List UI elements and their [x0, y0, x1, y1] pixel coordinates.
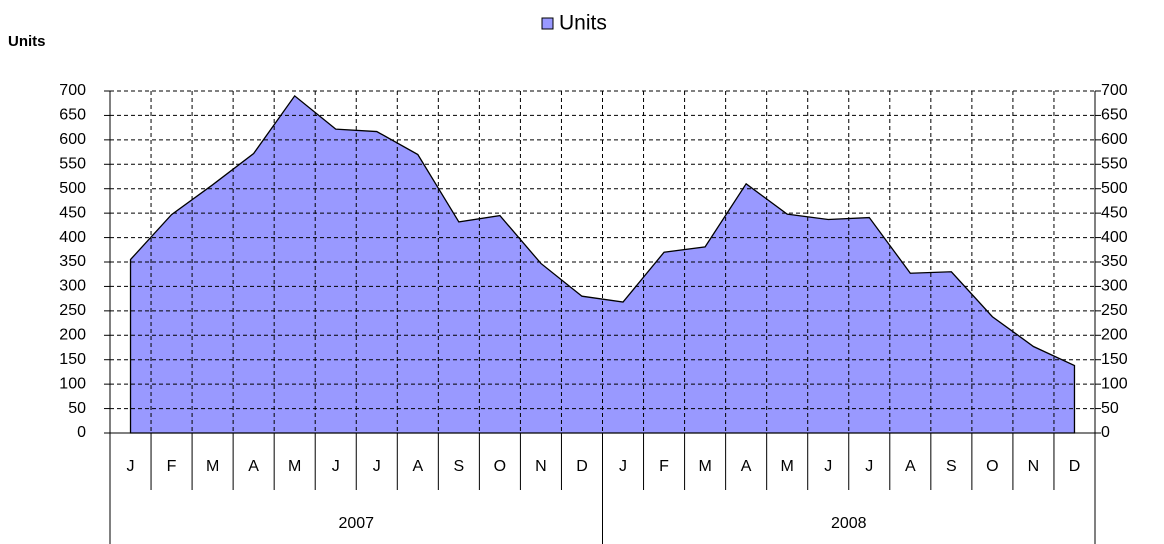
x-tick-label: D: [1069, 458, 1081, 475]
y2-tick-label: 400: [1101, 229, 1128, 246]
y-tick-label: 650: [59, 107, 86, 124]
y-tick-label: 450: [59, 204, 86, 221]
area: [129, 94, 1076, 434]
x-tick-label: F: [167, 458, 177, 475]
x-tick-label: N: [1028, 458, 1040, 475]
legend-label: Units: [559, 12, 607, 35]
group-label: 2007: [338, 515, 374, 532]
legend-swatch: [541, 17, 554, 30]
y2-tick-label: 250: [1101, 302, 1128, 319]
y2-tick-label: 200: [1101, 327, 1128, 344]
x-tick-label: M: [288, 458, 301, 475]
y-tick-label: 550: [59, 156, 86, 173]
y-tick-label: 300: [59, 278, 86, 295]
group-label: 2008: [831, 515, 867, 532]
x-tick-label: M: [781, 458, 794, 475]
y2-tick-label: 500: [1101, 180, 1128, 197]
x-tick-label: J: [332, 458, 340, 475]
y2-tick-label: 100: [1101, 375, 1128, 392]
x-tick-label: D: [576, 458, 588, 475]
x-tick-label: A: [905, 458, 916, 475]
x-tick-label: F: [659, 458, 669, 475]
y-tick-label: 100: [59, 375, 86, 392]
x-tick-label: J: [127, 458, 135, 475]
y2-tick-label: 700: [1101, 82, 1128, 99]
x-tick-label: A: [248, 458, 259, 475]
x-tick-label: A: [741, 458, 752, 475]
y2-tick-label: 650: [1101, 107, 1128, 124]
x-tick-label: O: [494, 458, 506, 475]
y-tick-label: 500: [59, 180, 86, 197]
x-tick-label: S: [454, 458, 465, 475]
y-tick-label: 0: [77, 424, 86, 441]
x-tick-label: O: [986, 458, 998, 475]
x-tick-label: N: [535, 458, 547, 475]
y2-tick-label: 150: [1101, 351, 1128, 368]
y2-tick-label: 300: [1101, 278, 1128, 295]
x-tick-label: S: [946, 458, 957, 475]
y-tick-label: 350: [59, 253, 86, 270]
y2-tick-label: 350: [1101, 253, 1128, 270]
y2-tick-label: 50: [1101, 400, 1119, 417]
y-tick-label: 400: [59, 229, 86, 246]
y-tick-label: 700: [59, 82, 86, 99]
x-tick-label: J: [865, 458, 873, 475]
y2-tick-label: 600: [1101, 131, 1128, 148]
y-tick-label: 150: [59, 351, 86, 368]
x-tick-label: M: [698, 458, 711, 475]
y-tick-label: 50: [68, 400, 86, 417]
x-tick-label: J: [373, 458, 381, 475]
x-tick-label: A: [412, 458, 423, 475]
y2-tick-label: 0: [1101, 424, 1110, 441]
x-tick-label: J: [619, 458, 627, 475]
y-tick-label: 200: [59, 327, 86, 344]
y-tick-label: 600: [59, 131, 86, 148]
y2-tick-label: 450: [1101, 204, 1128, 221]
y2-tick-label: 550: [1101, 156, 1128, 173]
x-tick-label: J: [824, 458, 832, 475]
x-tick-label: M: [206, 458, 219, 475]
y-axis-title: Units: [8, 33, 46, 50]
y-tick-label: 250: [59, 302, 86, 319]
